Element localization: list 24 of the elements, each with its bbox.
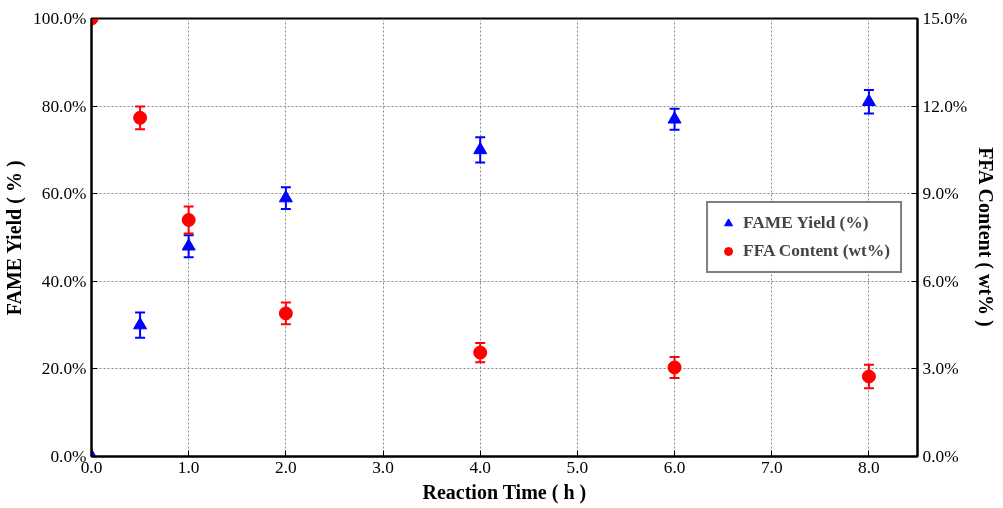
y2-tick-label: 6.0% bbox=[922, 271, 959, 291]
y2-tick-label: 9.0% bbox=[922, 184, 959, 204]
x-axis-title: Reaction Time ( h ) bbox=[422, 480, 587, 504]
y-tick-label: 100.0% bbox=[33, 9, 87, 28]
y2-tick-label: 0.0% bbox=[922, 447, 959, 466]
y-tick-label: 80.0% bbox=[41, 96, 87, 116]
y-tick-label: 20.0% bbox=[41, 359, 87, 379]
y-tick-label: 40.0% bbox=[41, 271, 87, 291]
x-tick-label: 6.0 bbox=[663, 457, 686, 477]
x-tick-label: 3.0 bbox=[372, 457, 394, 477]
y-tick-label: 60.0% bbox=[41, 184, 87, 204]
x-tick-label: 2.0 bbox=[275, 457, 297, 477]
y2-tick-label: 12.0% bbox=[922, 96, 968, 116]
legend-label: FAME Yield (%) bbox=[743, 213, 869, 233]
y2-tick-label: 3.0% bbox=[922, 359, 959, 379]
x-tick-label: 7.0 bbox=[760, 457, 783, 477]
x-tick-label: 8.0 bbox=[858, 457, 880, 477]
y2-tick-label: 15.0% bbox=[922, 9, 968, 28]
x-tick-label: 5.0 bbox=[566, 457, 589, 477]
legend-label: FFA Content (wt%) bbox=[743, 241, 890, 261]
x-tick-label: 4.0 bbox=[469, 457, 492, 477]
x-tick-label: 1.0 bbox=[177, 457, 200, 477]
y2-axis-title: FFA Content ( wt% ) bbox=[974, 147, 998, 327]
y-axis-title: FAME Yield ( % ) bbox=[3, 160, 27, 316]
